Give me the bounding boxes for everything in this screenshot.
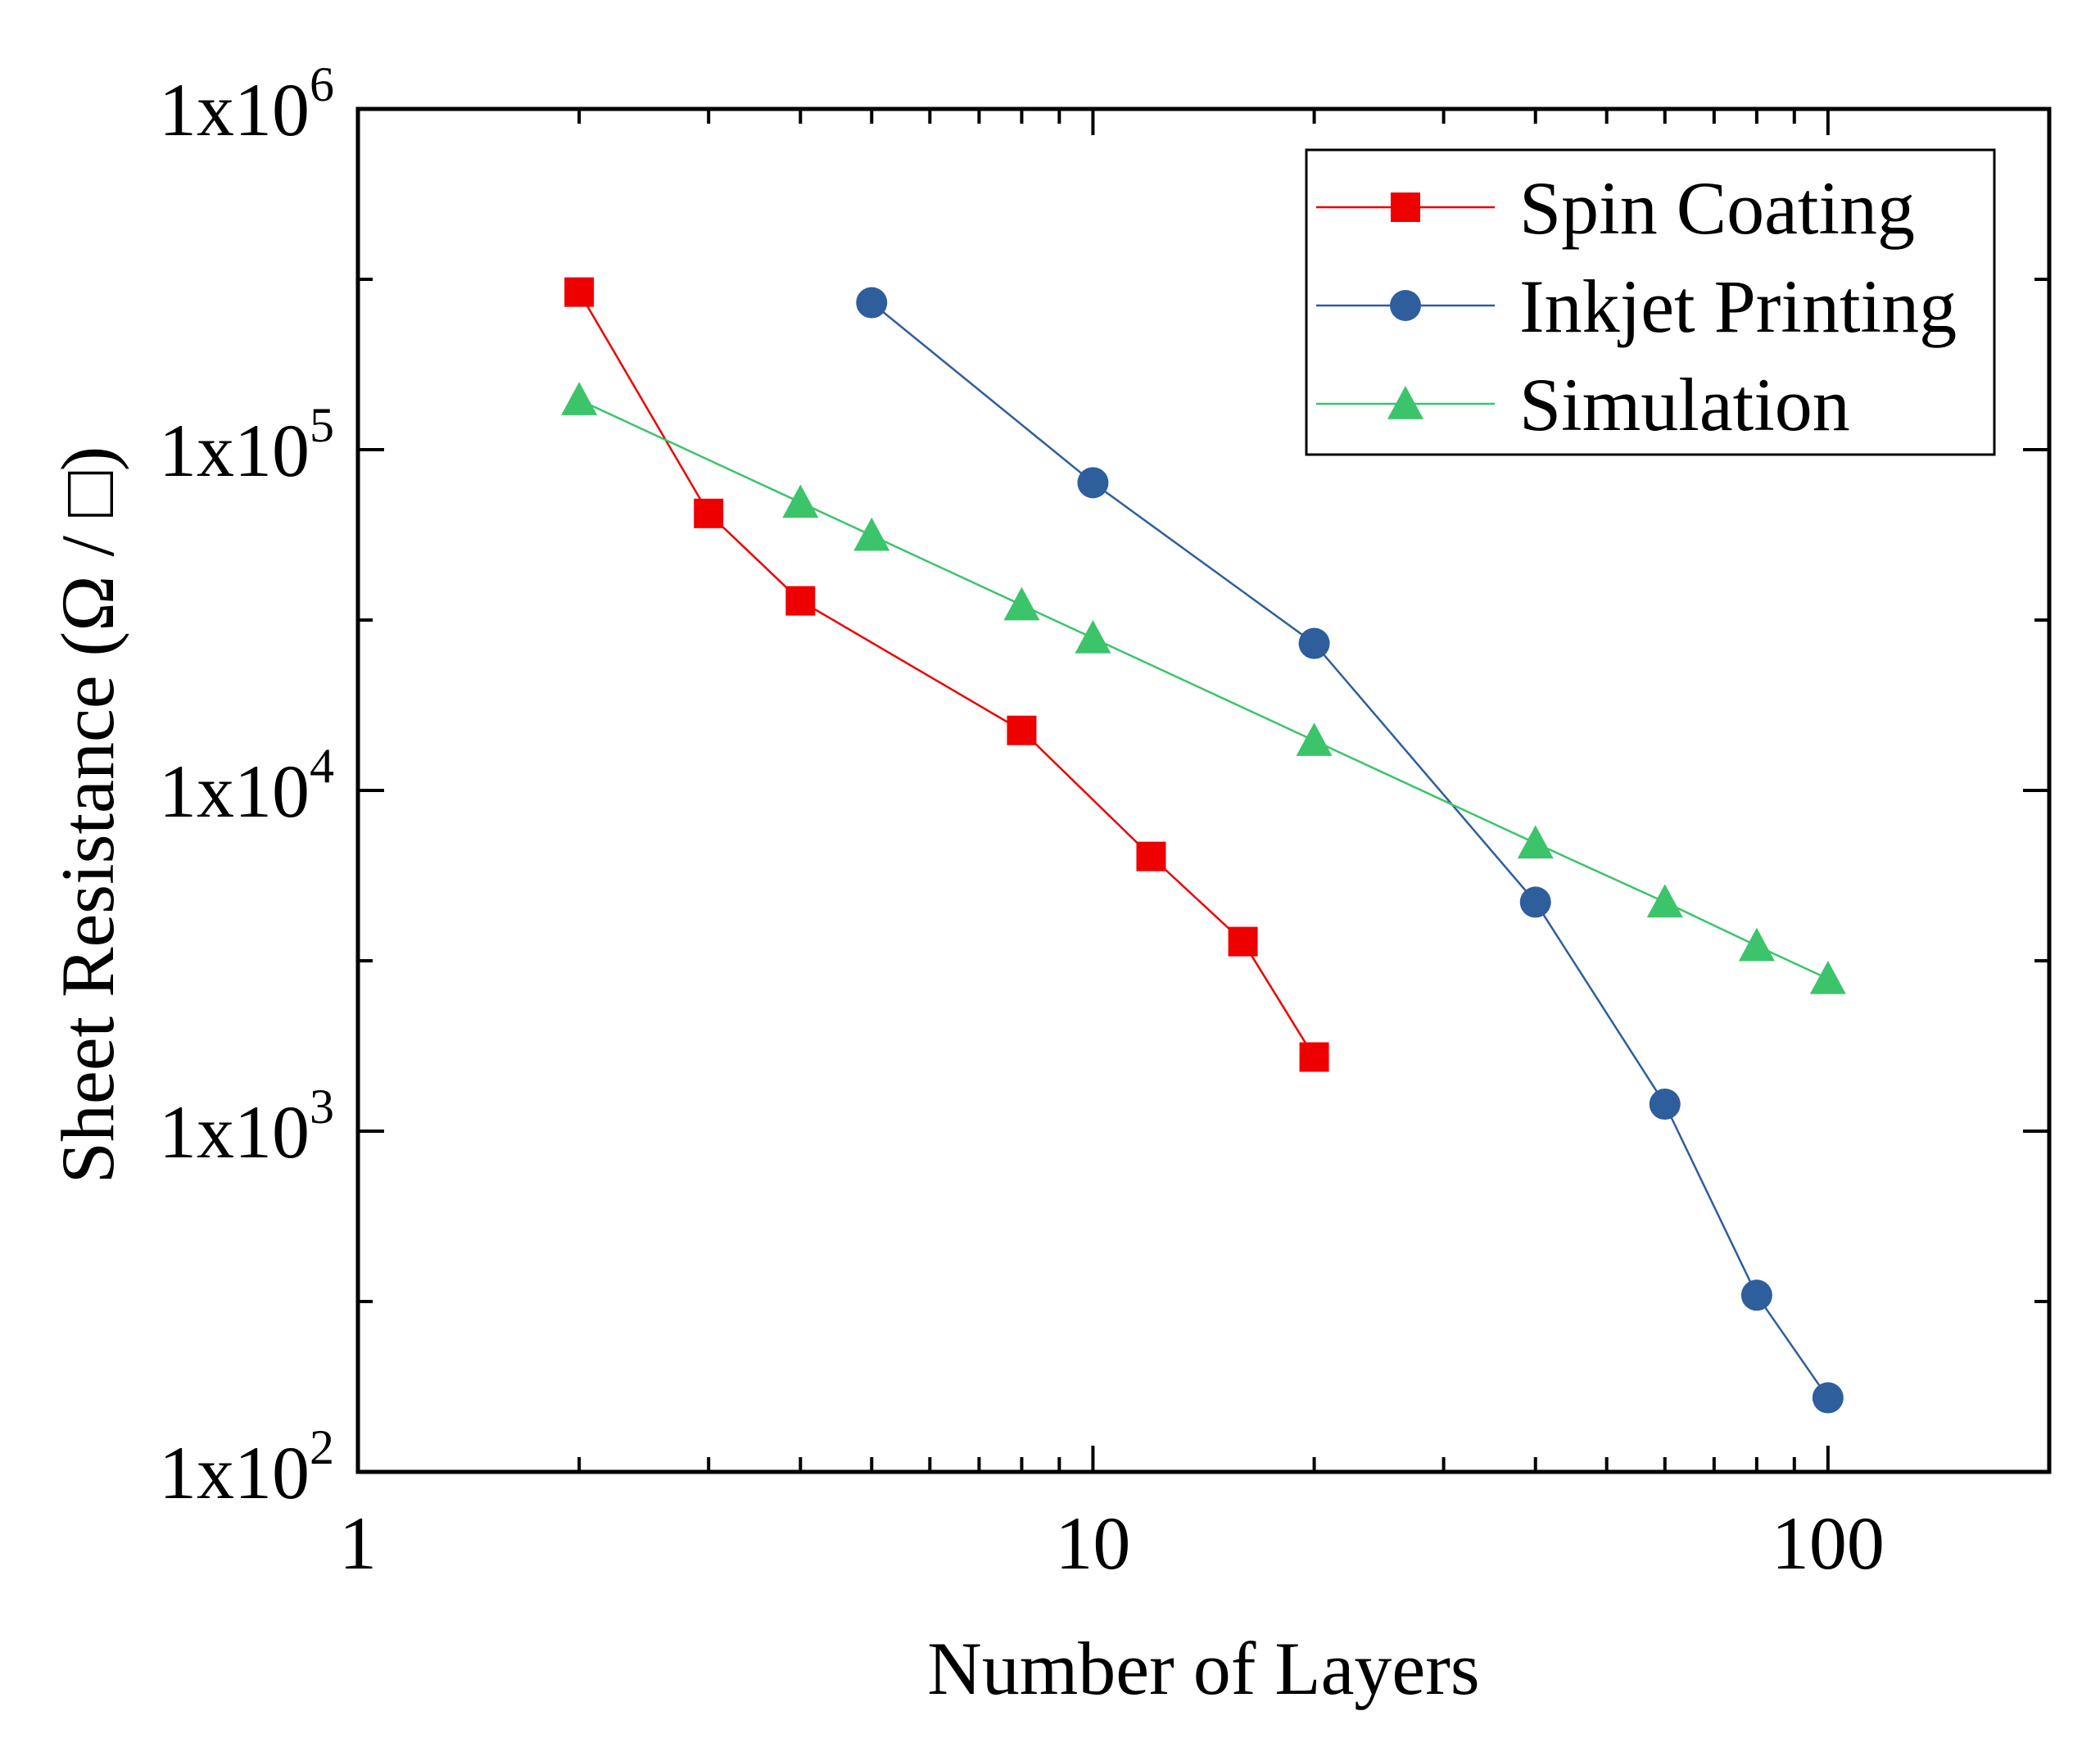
series-layer (561, 277, 1846, 1414)
inkjet-printing-line (871, 301, 1829, 1399)
legend-marker-spin-coating (1391, 192, 1420, 222)
plot-frame (355, 106, 2052, 1474)
x-tick-label: 10 (1055, 1501, 1130, 1585)
x-tick-label: 1 (339, 1501, 377, 1585)
legend-marker-inkjet-printing (1390, 290, 1421, 321)
legend-label-inkjet-printing: Inkjet Printing (1519, 265, 1957, 348)
inkjet-printing-point (856, 287, 888, 319)
spin-coating-point (1007, 715, 1037, 745)
y-axis-title: Sheet Resistance (Ω / □) (46, 446, 129, 1184)
legend-label-spin-coating: Spin Coating (1519, 166, 1915, 250)
inkjet-printing-point (1740, 1279, 1772, 1311)
simulation-point (1809, 960, 1846, 994)
tick-labels-layer: 1 10 100 1x102 1x103 1x104 1x105 1x106 (159, 57, 1885, 1585)
simulation-point (1738, 927, 1775, 962)
legend-marker-simulation (1387, 386, 1423, 419)
simulation-point (1003, 586, 1040, 621)
spin-coating-point (1228, 926, 1258, 957)
series-spin-coating (564, 277, 1329, 1072)
spin-coating-point (1299, 1042, 1329, 1072)
legend: Spin Coating Inkjet Printing Simulation (1305, 148, 1996, 456)
inkjet-printing-point (1812, 1382, 1844, 1414)
legend-item-spin-coating: Spin Coating (1316, 166, 1915, 250)
y-tick-label: 1x104 (159, 739, 334, 833)
simulation-point (1646, 884, 1683, 918)
inkjet-printing-point (1298, 627, 1330, 659)
legend-item-inkjet-printing: Inkjet Printing (1316, 265, 1957, 348)
inkjet-printing-point (1519, 886, 1551, 918)
spin-coating-line (578, 292, 1315, 1058)
spin-coating-point (564, 277, 595, 307)
x-tick-label: 100 (1772, 1501, 1885, 1585)
legend-item-simulation: Simulation (1316, 363, 1850, 446)
simulation-point (1517, 825, 1554, 859)
simulation-point (782, 484, 819, 518)
x-axis-title: Number of Layers (927, 1627, 1479, 1710)
spin-coating-point (694, 498, 724, 528)
simulation-point (1296, 722, 1333, 756)
spin-coating-point (785, 586, 816, 616)
y-tick-label: 1x103 (159, 1080, 334, 1174)
simulation-point (1075, 619, 1111, 654)
y-tick-label: 1x106 (159, 57, 334, 152)
legend-label-simulation: Simulation (1519, 363, 1850, 446)
inkjet-printing-point (1649, 1089, 1681, 1120)
simulation-point (561, 382, 598, 415)
series-inkjet-printing (856, 287, 1844, 1414)
y-tick-label: 1x102 (159, 1420, 334, 1514)
y-tick-label: 1x105 (159, 398, 334, 492)
simulation-point (853, 517, 890, 551)
series-simulation (561, 382, 1846, 994)
simulation-line (578, 399, 1829, 980)
inkjet-printing-point (1077, 467, 1109, 499)
spin-coating-point (1136, 841, 1166, 872)
